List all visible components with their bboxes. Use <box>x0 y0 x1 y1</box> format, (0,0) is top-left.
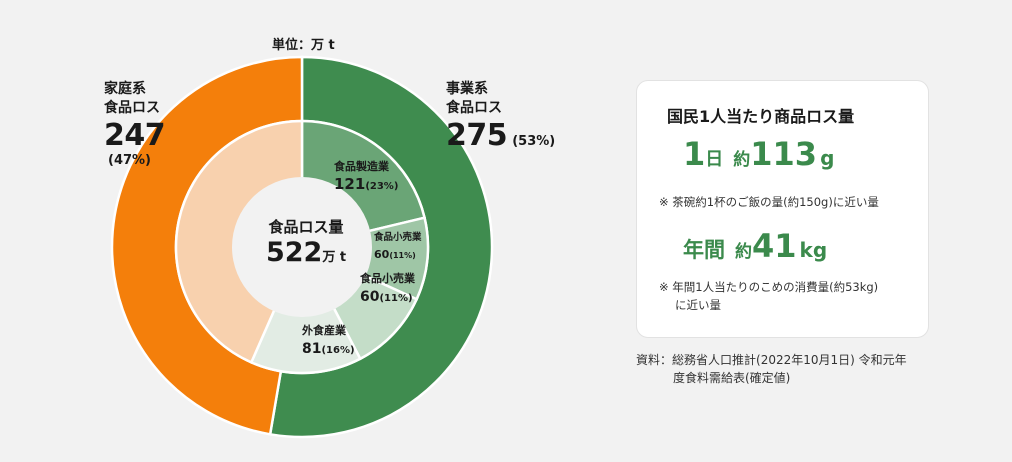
center-unit: 万 t <box>322 250 347 265</box>
center-title: 食品ロス量 <box>268 218 344 236</box>
segment-label-wholesale: 食品小売業 60(11%) <box>374 229 422 262</box>
segment-foodservice-name: 外食産業 <box>302 324 346 337</box>
yearly-value: 41 <box>752 227 797 265</box>
segment-retail-name: 食品小売業 <box>360 272 415 285</box>
household-value: 247 <box>104 118 166 153</box>
daily-approx: 約 <box>733 150 751 170</box>
card-title: 国民1人当たり商品ロス量 <box>667 107 855 126</box>
segment-label-foodservice: 外食産業 81(16%) <box>302 322 355 357</box>
source-label: 資料： <box>636 353 673 367</box>
per-capita-card: 国民1人当たり商品ロス量 1日 約113 g ※ 茶碗約1杯のご飯の量(約150g)… <box>636 80 929 338</box>
business-title-1: 事業系 <box>446 81 488 97</box>
business-pct: (53%) <box>512 134 556 149</box>
center-label: 食品ロス量 522万 t <box>250 216 362 268</box>
segment-label-retail: 食品小売業 60(11%) <box>360 270 415 305</box>
segment-wholesale-name: 食品小売業 <box>374 232 422 243</box>
household-title-1: 家庭系 <box>104 81 146 97</box>
segment-label-manufacturing: 食品製造業 121(23%) <box>334 158 398 193</box>
segment-manufacturing-value: 121 <box>334 175 366 193</box>
source-line-2: 度食料需給表(確定値) <box>673 371 791 385</box>
segment-foodservice-pct: (16%) <box>321 345 355 356</box>
household-pct: (47%) <box>108 153 151 168</box>
daily-note: ※ 茶碗約1杯のご飯の量(約150g)に近い量 <box>659 195 879 209</box>
daily-label: 日 <box>705 149 724 170</box>
source-line-1: 総務省人口推計(2022年10月1日) 令和元年 <box>672 353 907 367</box>
daily-number: 1 <box>683 135 706 173</box>
household-label: 家庭系 食品ロス 247 (47%) <box>104 80 166 168</box>
center-value: 522 <box>265 237 323 268</box>
yearly-note-1: ※ 年間1人当たりのこめの消費量(約53kg) <box>659 280 879 294</box>
donut-hole <box>232 177 372 317</box>
business-label: 事業系 食品ロス 275 (53%) <box>446 80 555 153</box>
segment-foodservice-value: 81 <box>302 341 322 357</box>
segment-manufacturing-pct: (23%) <box>365 181 399 192</box>
business-value: 275 <box>446 118 508 153</box>
yearly-unit: kg <box>799 238 828 262</box>
segment-manufacturing-name: 食品製造業 <box>334 160 389 173</box>
source-note: 資料：総務省人口推計(2022年10月1日) 令和元年 度食料需給表(確定値) <box>636 351 936 387</box>
yearly-note-2: に近い量 <box>675 298 721 312</box>
segment-retail-value: 60 <box>360 289 380 305</box>
segment-wholesale-pct: (11%) <box>389 251 416 260</box>
segment-retail-pct: (11%) <box>379 293 413 304</box>
unit-label: 単位：万 t <box>272 38 335 53</box>
yearly-label: 年間 <box>683 238 725 262</box>
daily-amount: 1日 約113 g <box>683 135 834 173</box>
daily-unit: g <box>820 146 835 170</box>
household-title-2: 食品ロス <box>104 100 160 116</box>
segment-wholesale-value: 60 <box>374 248 390 261</box>
business-title-2: 食品ロス <box>446 100 502 116</box>
yearly-amount: 年間 約41 kg <box>683 227 827 265</box>
yearly-approx: 約 <box>735 242 752 262</box>
donut-chart <box>110 55 494 439</box>
daily-value: 113 <box>750 135 818 173</box>
